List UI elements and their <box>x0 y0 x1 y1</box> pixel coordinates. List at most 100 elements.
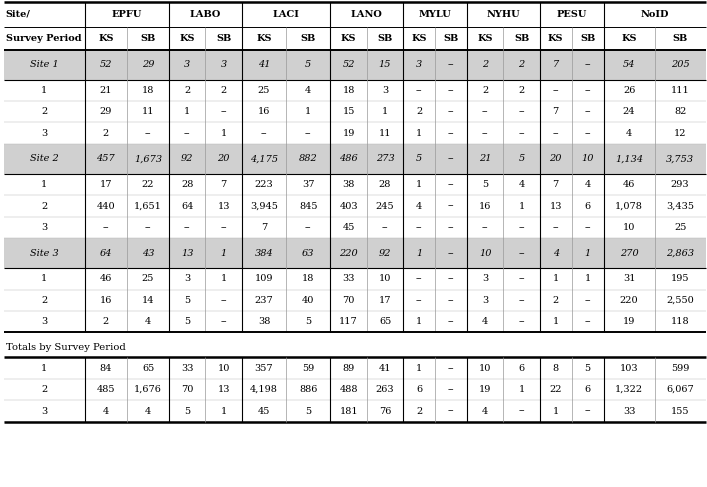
Text: 65: 65 <box>142 364 154 373</box>
Text: 882: 882 <box>299 154 317 163</box>
Text: 17: 17 <box>100 180 112 189</box>
Text: 5: 5 <box>185 407 190 415</box>
Text: 237: 237 <box>255 296 274 305</box>
Text: 52: 52 <box>342 60 355 69</box>
Text: 7: 7 <box>553 60 559 69</box>
Text: 3,435: 3,435 <box>666 202 694 210</box>
Text: 14: 14 <box>142 296 154 305</box>
Text: 45: 45 <box>342 223 355 232</box>
Text: 1: 1 <box>382 107 388 116</box>
Text: 5: 5 <box>185 317 190 326</box>
Text: 24: 24 <box>623 107 636 116</box>
Text: 65: 65 <box>379 317 391 326</box>
Text: --: -- <box>518 223 525 232</box>
Text: --: -- <box>482 107 489 116</box>
Text: 118: 118 <box>671 317 689 326</box>
Text: 1,651: 1,651 <box>134 202 162 210</box>
Text: SB: SB <box>300 34 316 43</box>
Text: 6: 6 <box>518 364 525 373</box>
Bar <box>4 268 706 290</box>
Text: SB: SB <box>514 34 530 43</box>
Bar <box>4 195 706 217</box>
Text: KS: KS <box>411 34 427 43</box>
Text: 20: 20 <box>549 154 562 163</box>
Text: LANO: LANO <box>351 10 382 19</box>
Text: --: -- <box>416 223 422 232</box>
Text: 19: 19 <box>342 129 355 138</box>
Text: --: -- <box>221 223 227 232</box>
Text: 5: 5 <box>416 154 422 163</box>
Text: 2: 2 <box>103 129 109 138</box>
Text: 10: 10 <box>218 364 230 373</box>
Text: --: -- <box>184 223 190 232</box>
Text: 3: 3 <box>184 60 190 69</box>
Text: 3: 3 <box>482 296 489 305</box>
Text: 845: 845 <box>299 202 317 210</box>
Text: 220: 220 <box>620 296 638 305</box>
Text: 195: 195 <box>671 274 689 283</box>
Text: --: -- <box>518 274 525 283</box>
Text: --: -- <box>448 296 455 305</box>
Text: Survey Period: Survey Period <box>6 34 81 43</box>
Text: 293: 293 <box>671 180 689 189</box>
Text: 22: 22 <box>549 385 562 394</box>
Text: 886: 886 <box>299 385 317 394</box>
Text: --: -- <box>448 202 455 210</box>
Text: 25: 25 <box>674 223 686 232</box>
Text: 155: 155 <box>671 407 689 415</box>
Text: --: -- <box>552 86 559 95</box>
Text: 220: 220 <box>339 249 358 258</box>
Text: 1: 1 <box>305 107 312 116</box>
Text: 5: 5 <box>305 60 312 69</box>
Bar <box>4 379 706 400</box>
Text: KS: KS <box>98 34 114 43</box>
Text: 1: 1 <box>416 364 422 373</box>
Bar <box>4 400 706 422</box>
Text: 3: 3 <box>382 86 388 95</box>
Text: 5: 5 <box>585 364 591 373</box>
Bar <box>4 2 706 27</box>
Text: --: -- <box>585 107 591 116</box>
Text: 1,134: 1,134 <box>615 154 643 163</box>
Text: 3: 3 <box>482 274 489 283</box>
Text: 7: 7 <box>221 180 227 189</box>
Text: 5: 5 <box>305 317 311 326</box>
Text: 1,078: 1,078 <box>615 202 643 210</box>
Text: PESU: PESU <box>556 10 587 19</box>
Text: 18: 18 <box>302 274 315 283</box>
Text: 1: 1 <box>41 86 47 95</box>
Text: 2: 2 <box>518 60 525 69</box>
Text: EPFU: EPFU <box>112 10 142 19</box>
Text: 1: 1 <box>416 249 422 258</box>
Text: 3: 3 <box>41 129 47 138</box>
Text: --: -- <box>585 86 591 95</box>
Text: --: -- <box>585 129 591 138</box>
Text: --: -- <box>221 107 227 116</box>
Text: 70: 70 <box>342 296 355 305</box>
Text: --: -- <box>261 129 267 138</box>
Text: 33: 33 <box>623 407 636 415</box>
Text: 45: 45 <box>258 407 270 415</box>
Text: 2: 2 <box>41 385 47 394</box>
Text: 6: 6 <box>585 385 591 394</box>
Text: 357: 357 <box>255 364 274 373</box>
Text: --: -- <box>585 317 591 326</box>
Text: --: -- <box>305 223 312 232</box>
Text: Site 2: Site 2 <box>30 154 59 163</box>
Text: 2: 2 <box>482 60 489 69</box>
Text: SB: SB <box>216 34 231 43</box>
Text: --: -- <box>184 129 190 138</box>
Text: 3: 3 <box>41 223 47 232</box>
Text: 2: 2 <box>518 86 525 95</box>
Bar <box>4 357 706 379</box>
Text: 4: 4 <box>553 249 559 258</box>
Text: SB: SB <box>443 34 459 43</box>
Text: 4: 4 <box>103 407 109 415</box>
Text: 3: 3 <box>416 60 422 69</box>
Text: 1: 1 <box>184 107 190 116</box>
Text: 5: 5 <box>305 407 311 415</box>
Text: 84: 84 <box>100 364 112 373</box>
Text: 457: 457 <box>97 154 115 163</box>
Text: 1: 1 <box>221 274 227 283</box>
Text: 64: 64 <box>100 249 112 258</box>
